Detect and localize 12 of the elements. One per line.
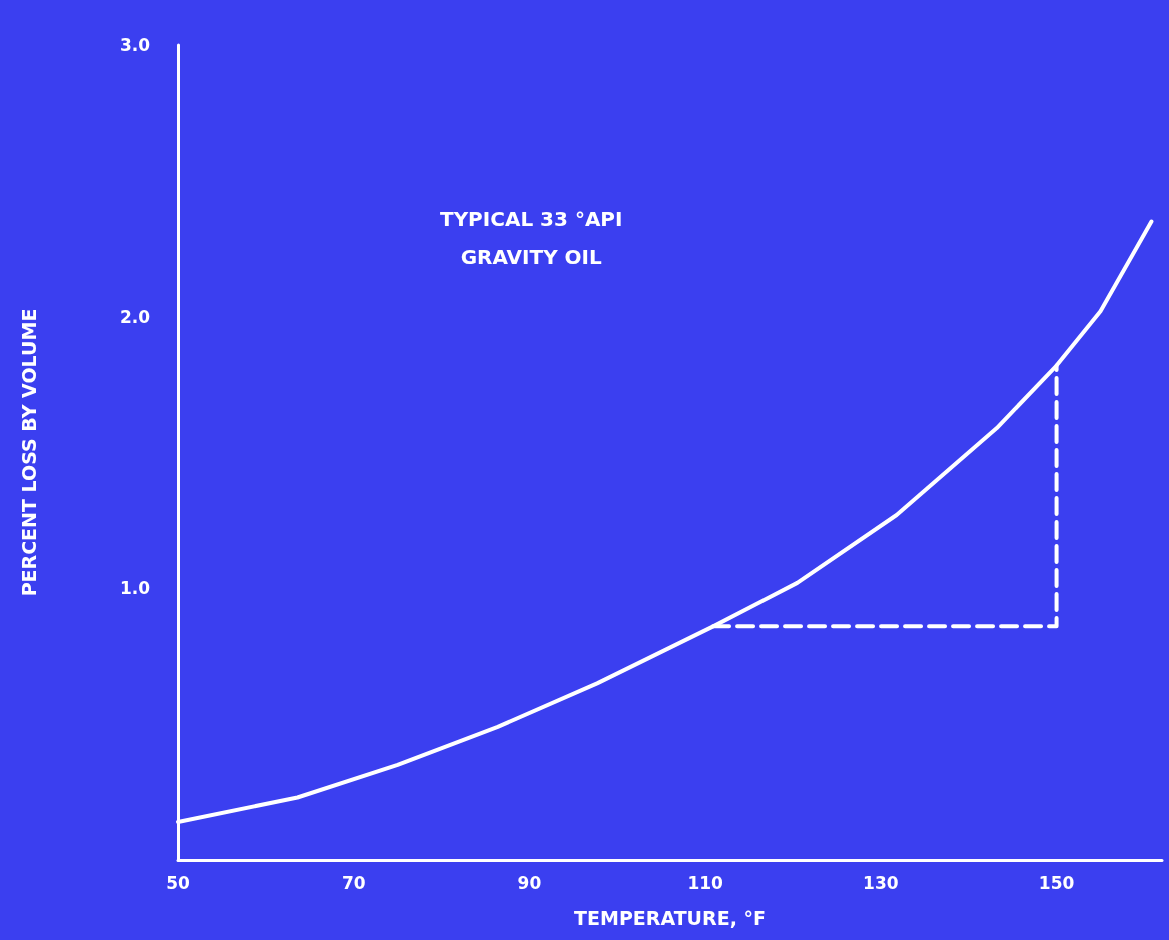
x-tick-label: 110 — [687, 872, 724, 893]
x-tick-label: 70 — [341, 872, 366, 893]
x-tick-label: 90 — [517, 872, 542, 893]
annotation: TYPICAL 33 °API GRAVITY OIL — [440, 207, 623, 269]
x-tick-label: 50 — [166, 872, 190, 893]
y-axis-title: PERCENT LOSS BY VOLUME — [17, 308, 40, 597]
y-tick-label: 1.0 — [119, 578, 151, 599]
x-tick-label: 150 — [1038, 872, 1075, 893]
x-axis-title: TEMPERATURE, °F — [574, 906, 766, 929]
y-tick-label: 3.0 — [119, 35, 151, 55]
x-tick-label: 130 — [863, 872, 899, 893]
y-tick-label: 2.0 — [119, 306, 151, 327]
